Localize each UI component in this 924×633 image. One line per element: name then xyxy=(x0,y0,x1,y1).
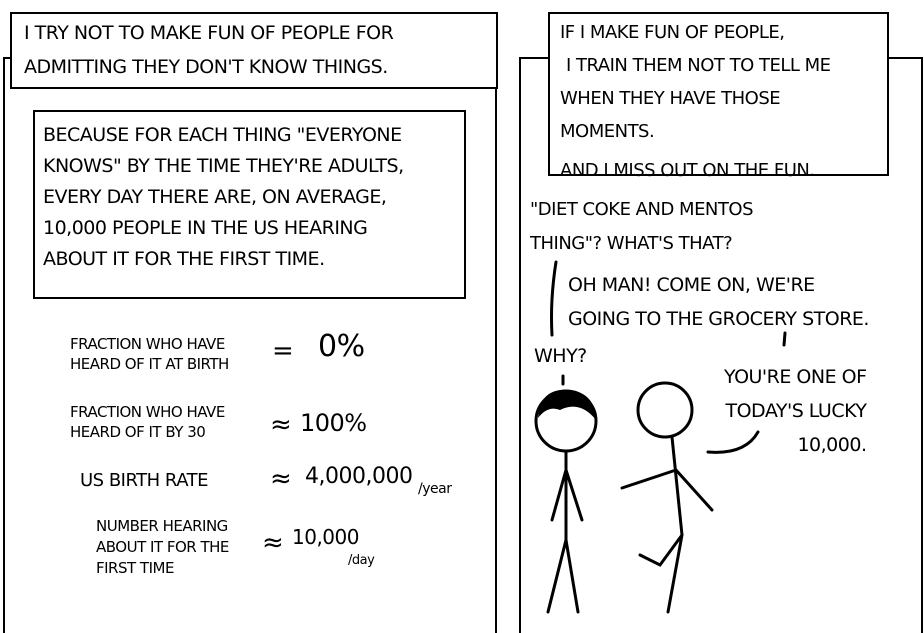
eq2-label: FRACTION WHO HAVE HEARD OF IT BY 30 xyxy=(70,403,225,441)
right-caption: IF I MAKE FUN OF PEOPLE, I TRAIN THEM NO… xyxy=(548,12,889,181)
eq1-op: = xyxy=(272,336,294,366)
speech-oh-man: OH MAN! COME ON, WE'RE GOING TO THE GROC… xyxy=(568,274,869,330)
eq3-label: US BIRTH RATE xyxy=(80,470,209,491)
explanation-line: EVERY DAY THERE ARE, ON AVERAGE, xyxy=(43,186,387,208)
explanation-box: BECAUSE FOR EACH THING "EVERYONE KNOWS" … xyxy=(33,110,466,299)
eq4-label: NUMBER HEARING ABOUT IT FOR THE FIRST TI… xyxy=(96,517,229,577)
explanation-line: KNOWS" BY THE TIME THEY'RE ADULTS, xyxy=(43,155,404,177)
speech-tail xyxy=(550,260,558,337)
explanation-line: 10,000 PEOPLE IN THE US HEARING xyxy=(43,217,368,239)
hair-icon xyxy=(538,389,596,420)
speech-lucky: YOU'RE ONE OF TODAY'S LUCKY 10,000. xyxy=(724,366,867,456)
eq2-value: 100% xyxy=(300,409,367,437)
eq3-value: 4,000,000 xyxy=(305,464,413,489)
speech-tail xyxy=(706,430,760,454)
caption-line: IF I MAKE FUN OF PEOPLE, xyxy=(560,22,785,43)
explanation-line: ABOUT IT FOR THE FIRST TIME. xyxy=(43,248,325,270)
eq1-value: 0% xyxy=(318,329,365,364)
caption-line: WHEN THEY HAVE THOSE MOMENTS. xyxy=(560,88,781,142)
caption-line: AND I MISS OUT ON THE FUN. xyxy=(560,160,815,181)
left-caption: I TRY NOT TO MAKE FUN OF PEOPLE FOR ADMI… xyxy=(10,12,498,89)
eq2-op: ≈ xyxy=(270,410,292,440)
eq4-unit: /day xyxy=(348,553,375,568)
speech-diet-coke: "DIET COKE AND MENTOS THING"? WHAT'S THA… xyxy=(530,199,754,254)
eq4-value: 10,000 xyxy=(292,525,359,549)
figure-left-body xyxy=(546,449,584,614)
caption-line: I TRY NOT TO MAKE FUN OF PEOPLE FOR xyxy=(24,22,394,44)
explanation-line: BECAUSE FOR EACH THING "EVERYONE xyxy=(43,124,402,146)
caption-line: I TRAIN THEM NOT TO TELL ME xyxy=(566,55,831,76)
figure-right-body xyxy=(620,435,714,614)
figure-right-head xyxy=(636,381,694,439)
speech-tail xyxy=(782,331,787,347)
eq3-unit: /year xyxy=(418,481,452,497)
eq3-op: ≈ xyxy=(270,464,292,494)
caption-line: ADMITTING THEY DON'T KNOW THINGS. xyxy=(24,56,388,78)
eq1-label: FRACTION WHO HAVE HEARD OF IT AT BIRTH xyxy=(70,335,229,373)
eq4-op: ≈ xyxy=(262,528,284,558)
speech-why: WHY? xyxy=(534,345,587,367)
